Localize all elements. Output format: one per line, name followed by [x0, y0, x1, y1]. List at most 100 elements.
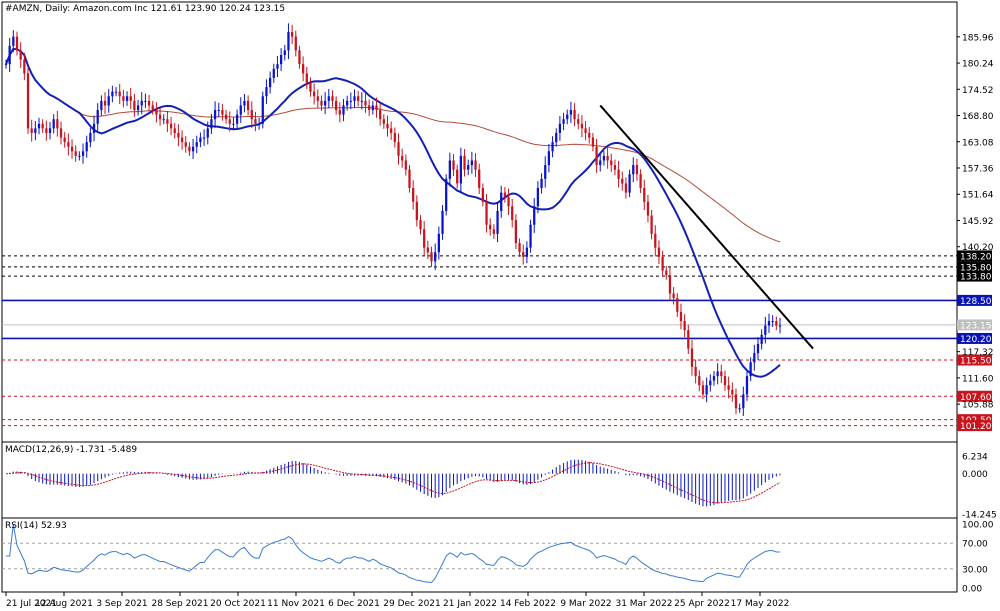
candle-body-178	[657, 247, 661, 257]
candle-body-109	[404, 160, 407, 170]
candle-body-194	[716, 371, 719, 377]
candle-body-163	[602, 155, 606, 161]
candle-body-16	[63, 137, 66, 143]
moving-averages	[5, 47, 781, 378]
macd-y-tick-2: -14.245	[962, 511, 997, 521]
candle-body-72	[268, 77, 272, 88]
candle-body-132	[489, 224, 492, 230]
x-tick-label-9: 14 Feb 2022	[500, 599, 556, 609]
candle-body-199	[734, 394, 738, 409]
candle-body-110	[408, 169, 411, 189]
candle-body-91	[338, 110, 341, 115]
candle-body-195	[720, 371, 723, 377]
candle-body-36	[136, 105, 140, 111]
candle-body-137	[507, 197, 510, 207]
candle-body-138	[511, 206, 514, 221]
candle-body-68	[254, 119, 257, 124]
candle-body-156	[577, 119, 580, 124]
candle-body-186	[687, 330, 690, 349]
candle-body-209	[771, 321, 774, 323]
candle-body-56	[210, 119, 213, 129]
level-tag-label-1: 135.80	[960, 263, 992, 273]
candle-body-12	[48, 128, 52, 133]
candle-body-106	[393, 132, 396, 143]
x-tick-label-13: 17 May 2022	[731, 599, 790, 609]
candle-body-32	[122, 96, 125, 101]
level-tag-6	[957, 354, 992, 366]
level-tag-4	[957, 319, 992, 331]
trendline[interactable]	[599, 104, 814, 350]
candle-body-70	[261, 96, 264, 124]
candle-body-58	[217, 110, 220, 112]
candle-body-141	[522, 252, 525, 257]
candle-body-44	[166, 119, 169, 124]
level-tag-1	[957, 261, 992, 273]
candle-body-203	[749, 362, 752, 377]
level-tag-2	[957, 270, 992, 282]
rsi-line	[6, 523, 780, 584]
level-tag-label-5: 120.20	[960, 335, 992, 345]
candle-body-15	[59, 128, 63, 138]
y-tick-label-9: 117.32	[962, 348, 994, 358]
candle-body-82	[305, 73, 308, 83]
macd-y-tick-0: 6.234	[962, 453, 988, 463]
candle-body-9	[37, 123, 41, 129]
candle-body-78	[290, 32, 294, 37]
x-tick-label-8: 21 Jan 2022	[443, 599, 497, 609]
candle-body-60	[224, 114, 228, 120]
macd-y-tick-1: 0.000	[962, 470, 988, 480]
candle-body-81	[301, 64, 305, 74]
axes: 185.96 180.24 174.52 168.80 163.08 157.36 151.…	[5, 33, 997, 609]
candle-body-52	[195, 142, 198, 147]
candle-body-33	[125, 96, 129, 101]
candle-body-98	[364, 100, 367, 106]
candle-body-183	[676, 298, 679, 312]
candle-body-118	[437, 233, 440, 253]
candle-body-173	[639, 174, 642, 189]
candle-body-193	[712, 376, 716, 381]
level-tag-label-2: 133.80	[960, 273, 992, 283]
candle-body-205	[756, 343, 760, 354]
candle-body-164	[606, 155, 609, 161]
x-tick-label-6: 6 Dec 2021	[328, 599, 380, 609]
candle-body-175	[646, 201, 650, 216]
candle-body-2	[12, 36, 15, 46]
candle-body-160	[591, 137, 595, 147]
candle-body-97	[360, 100, 363, 102]
candle-body-21	[81, 151, 85, 156]
candle-body-19	[74, 151, 77, 156]
candle-body-196	[723, 376, 727, 386]
candle-body-161	[595, 146, 598, 166]
x-tick-label-10: 9 Mar 2022	[560, 599, 611, 609]
candle-body-26	[100, 100, 103, 111]
candle-body-47	[177, 132, 180, 138]
y-tick-label-5: 157.36	[962, 165, 994, 175]
candle-body-188	[694, 366, 697, 377]
candle-body-179	[661, 256, 664, 271]
candle-body-153	[566, 114, 569, 120]
candle-body-128	[474, 160, 477, 170]
candle-body-34	[129, 96, 132, 101]
candles	[4, 23, 782, 416]
candle-body-127	[470, 160, 474, 166]
candle-body-111	[412, 188, 415, 202]
candle-body-57	[213, 110, 217, 120]
candle-body-144	[533, 206, 536, 225]
rsi-y-tick-1: 70.00	[962, 540, 988, 550]
candle-body-65	[243, 100, 246, 106]
candle-body-165	[610, 160, 613, 166]
chart-header: #AMZN, Daily: Amazon.com Inc 121.61 123.…	[5, 4, 285, 14]
candle-body-62	[232, 123, 235, 125]
candle-body-75	[279, 54, 283, 65]
candle-body-190	[701, 385, 705, 395]
candle-body-93	[346, 100, 349, 106]
candle-body-49	[184, 142, 187, 147]
candle-body-126	[467, 165, 470, 170]
candle-body-181	[668, 275, 672, 294]
candle-body-210	[775, 321, 778, 326]
candle-body-151	[558, 123, 562, 133]
candle-body-84	[312, 91, 316, 97]
candle-body-3	[15, 36, 19, 51]
candle-body-6	[26, 73, 30, 129]
